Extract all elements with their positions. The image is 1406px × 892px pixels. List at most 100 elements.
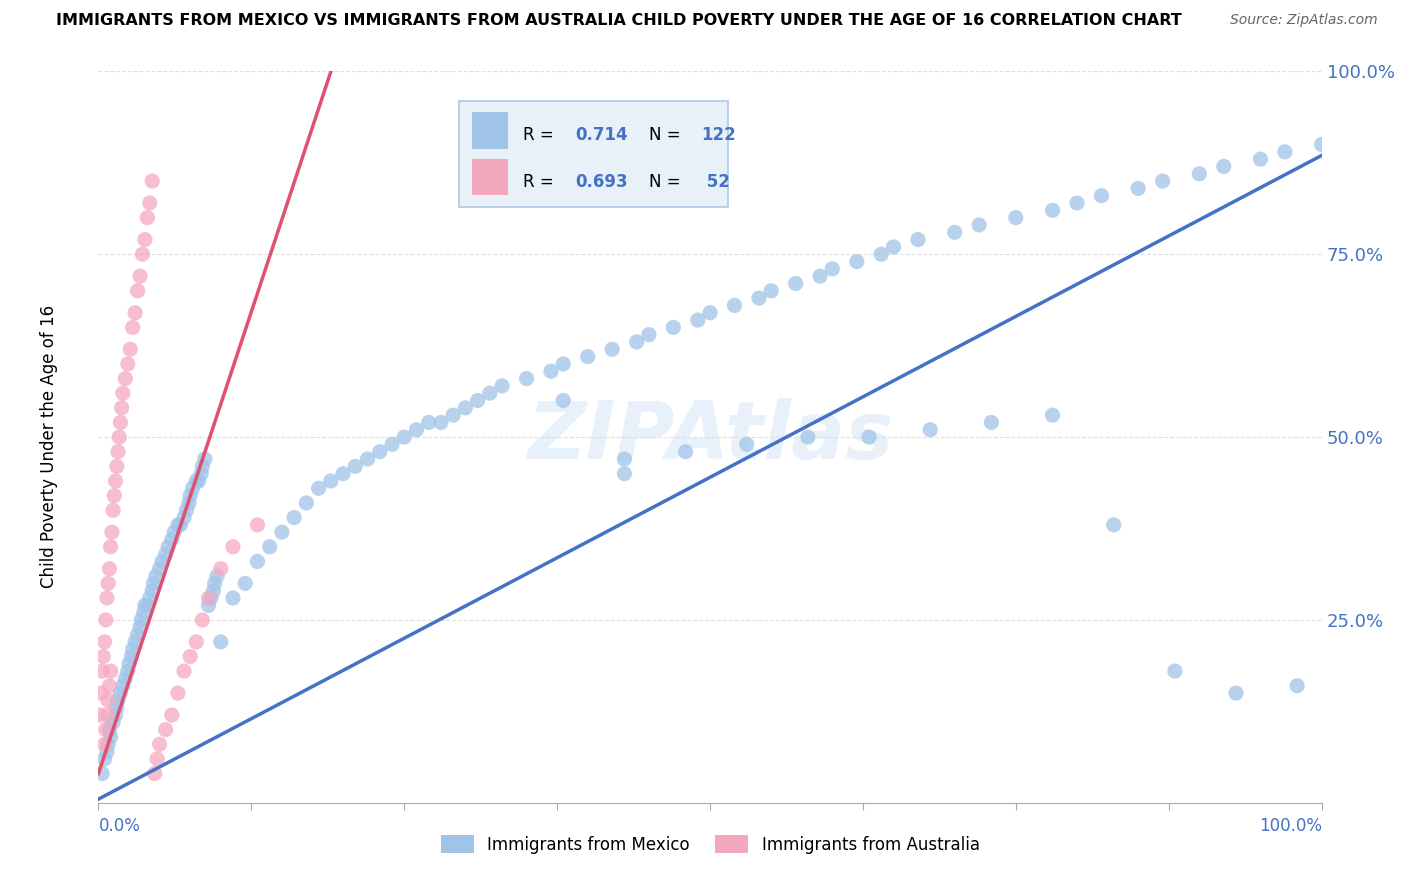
Point bbox=[101, 715, 124, 730]
Point bbox=[103, 489, 125, 503]
Point bbox=[129, 269, 152, 284]
Point bbox=[209, 635, 232, 649]
Point bbox=[761, 284, 783, 298]
Point bbox=[920, 423, 942, 437]
Point bbox=[748, 291, 770, 305]
Point bbox=[146, 752, 169, 766]
Point bbox=[97, 576, 120, 591]
Point bbox=[94, 723, 117, 737]
Point bbox=[160, 533, 183, 547]
Point bbox=[105, 459, 128, 474]
Text: 0.693: 0.693 bbox=[575, 173, 628, 191]
Point bbox=[613, 452, 636, 467]
Point bbox=[96, 708, 118, 723]
Point bbox=[344, 459, 367, 474]
Bar bbox=[471, 112, 508, 149]
Point bbox=[167, 517, 190, 532]
Text: 52: 52 bbox=[702, 173, 730, 191]
Point bbox=[169, 517, 191, 532]
Point bbox=[176, 503, 198, 517]
Point bbox=[120, 649, 142, 664]
Point bbox=[131, 247, 153, 261]
Point bbox=[157, 540, 180, 554]
Point bbox=[797, 430, 820, 444]
Point bbox=[454, 401, 477, 415]
Point bbox=[259, 540, 281, 554]
Point bbox=[675, 444, 697, 458]
Point bbox=[600, 343, 623, 357]
Point bbox=[132, 606, 155, 620]
Point bbox=[1225, 686, 1247, 700]
Point bbox=[418, 416, 440, 430]
Point bbox=[100, 664, 122, 678]
Point bbox=[191, 613, 214, 627]
Point bbox=[467, 393, 489, 408]
Point bbox=[101, 503, 124, 517]
Point bbox=[121, 320, 143, 334]
Point bbox=[845, 254, 868, 268]
Text: N =: N = bbox=[648, 126, 686, 144]
Point bbox=[1066, 196, 1088, 211]
Text: R =: R = bbox=[523, 173, 558, 191]
Point bbox=[173, 510, 195, 524]
Point bbox=[96, 591, 118, 605]
Point bbox=[626, 334, 648, 349]
Point bbox=[108, 430, 131, 444]
Point bbox=[136, 211, 159, 225]
Point bbox=[1090, 188, 1112, 202]
Point bbox=[270, 525, 294, 540]
Bar bbox=[471, 159, 508, 195]
Point bbox=[699, 306, 721, 320]
Point bbox=[134, 599, 156, 613]
Point bbox=[107, 693, 129, 707]
Point bbox=[662, 320, 685, 334]
Text: R =: R = bbox=[523, 126, 558, 144]
Point bbox=[205, 569, 228, 583]
Point bbox=[181, 481, 204, 495]
Point bbox=[222, 540, 245, 554]
Point bbox=[141, 174, 163, 188]
Point bbox=[883, 240, 905, 254]
Point bbox=[155, 723, 177, 737]
Point bbox=[129, 613, 152, 627]
Point bbox=[150, 554, 173, 568]
Point bbox=[114, 371, 136, 385]
Point bbox=[553, 357, 575, 371]
Point bbox=[104, 474, 127, 488]
Point bbox=[93, 752, 115, 766]
Point bbox=[111, 386, 134, 401]
Point bbox=[127, 627, 149, 641]
Point bbox=[515, 371, 537, 385]
Point bbox=[1249, 152, 1271, 166]
Point bbox=[233, 576, 256, 591]
Point bbox=[1152, 174, 1174, 188]
Point bbox=[179, 489, 201, 503]
Point bbox=[118, 657, 141, 671]
Point bbox=[100, 540, 122, 554]
Point bbox=[98, 562, 121, 576]
Point bbox=[114, 672, 136, 686]
Point bbox=[1310, 137, 1333, 152]
Point bbox=[173, 664, 195, 678]
Point bbox=[155, 547, 177, 561]
Point bbox=[194, 452, 217, 467]
Point bbox=[97, 737, 120, 751]
Point bbox=[98, 679, 121, 693]
Text: 0.714: 0.714 bbox=[575, 126, 628, 144]
Point bbox=[163, 525, 186, 540]
Point bbox=[1004, 211, 1026, 225]
Point bbox=[540, 364, 562, 378]
Text: 122: 122 bbox=[702, 126, 737, 144]
Point bbox=[405, 423, 427, 437]
Point bbox=[124, 306, 146, 320]
Point bbox=[129, 620, 152, 634]
Point bbox=[368, 444, 391, 458]
Point bbox=[96, 745, 118, 759]
Point bbox=[89, 708, 111, 723]
Point bbox=[246, 554, 269, 568]
Point bbox=[686, 313, 709, 327]
Point bbox=[145, 569, 167, 583]
Point bbox=[319, 474, 342, 488]
Point bbox=[121, 642, 143, 657]
Point bbox=[186, 635, 208, 649]
